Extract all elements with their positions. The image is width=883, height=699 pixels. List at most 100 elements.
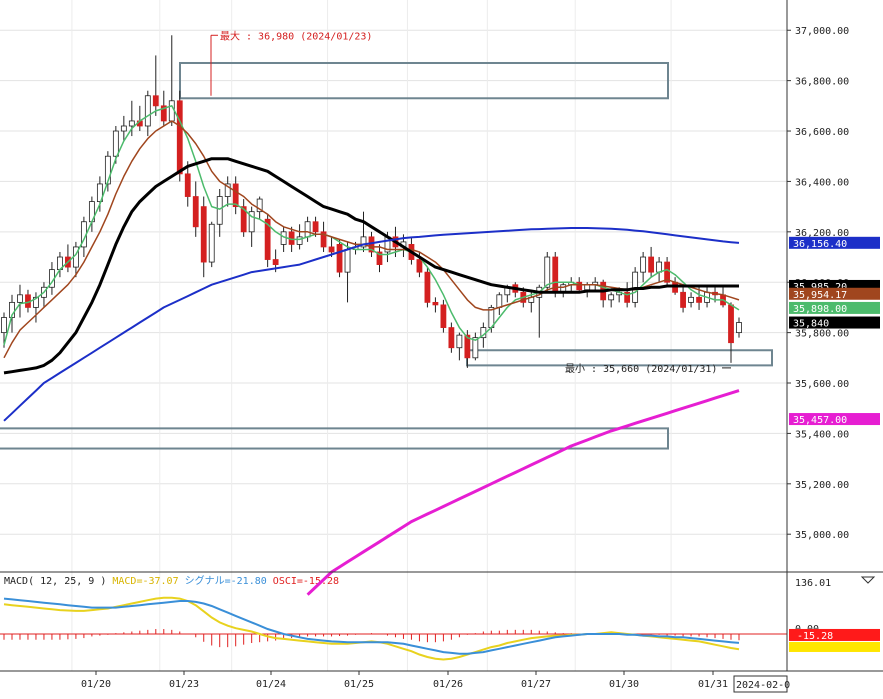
candle-body xyxy=(248,211,255,233)
candle-body xyxy=(648,256,655,273)
candle-body xyxy=(736,322,742,334)
price-badge-label: 35,457.00 xyxy=(793,415,847,426)
max-range-box xyxy=(179,61,669,100)
candle-body xyxy=(152,95,159,107)
candle-body xyxy=(1,317,7,334)
candle-body xyxy=(192,196,199,228)
candle-body xyxy=(456,334,463,349)
y-tick-label: 35,600.00 xyxy=(795,379,849,390)
candle-body xyxy=(168,100,175,122)
x-tick-label: 01/31 xyxy=(698,679,728,690)
macd-top-tick: 136.01 xyxy=(795,578,831,589)
macd-params: MACD( 12, 25, 9 ) xyxy=(4,576,112,587)
candle-body xyxy=(328,246,335,253)
y-tick-label: 37,000.00 xyxy=(795,26,849,37)
osci-badge-label: -15.28 xyxy=(797,631,833,642)
candle-body xyxy=(128,120,135,127)
candle-body xyxy=(304,221,311,238)
candle-body xyxy=(200,206,207,263)
ma_green-line xyxy=(3,105,740,346)
price-badge xyxy=(789,287,880,300)
candle-body xyxy=(624,291,631,303)
candle-body xyxy=(224,183,231,197)
candle-body xyxy=(184,173,191,197)
price-badge xyxy=(789,301,880,314)
candle-body xyxy=(176,100,183,175)
x-tick-label: 01/23 xyxy=(169,679,199,690)
candle-body xyxy=(432,301,439,306)
y-tick-label: 35,400.00 xyxy=(795,429,849,440)
candle-body xyxy=(272,259,279,265)
osci-value: OSCI=-15.28 xyxy=(273,576,339,587)
ma_brown-line xyxy=(3,120,740,359)
candle-body xyxy=(696,296,702,303)
ma_black-line xyxy=(3,157,739,375)
candle-body xyxy=(680,291,686,308)
x-tick-label: 01/27 xyxy=(521,679,551,690)
price-badge xyxy=(789,316,880,329)
candle-body xyxy=(464,334,471,359)
y-tick-label: 36,400.00 xyxy=(795,177,849,188)
candle-body xyxy=(336,244,343,273)
candle-body xyxy=(232,183,239,208)
candle-body xyxy=(584,284,591,291)
candle-body xyxy=(376,251,383,265)
annotations: 最大 : 36,980 (2024/01/23) 最小 : 35,660 (202… xyxy=(210,29,731,375)
x-tick-label: 01/26 xyxy=(433,679,463,690)
price-badge-label: 35,840 xyxy=(793,319,829,330)
price-badge-label: 35,898.00 xyxy=(793,304,847,315)
candle-body xyxy=(104,155,111,185)
x-tick-label: 2024-02-0 xyxy=(736,680,790,691)
price-badge xyxy=(789,413,880,426)
candle-body xyxy=(496,294,503,308)
max-annotation: 最大 : 36,980 (2024/01/23) xyxy=(220,29,372,42)
candle-body xyxy=(208,223,215,263)
candle-body xyxy=(264,218,271,260)
macd-panel: MACD( 12, 25, 9 ) MACD=-37.07 シグナル=-21.8… xyxy=(0,574,880,661)
grid-lines xyxy=(0,0,787,671)
candle-body xyxy=(424,271,431,303)
candle-body xyxy=(344,249,351,273)
candle-body xyxy=(416,259,423,273)
candle-body xyxy=(688,296,694,303)
candle-body xyxy=(544,256,551,288)
candle-body xyxy=(160,105,167,122)
ma_magenta-line xyxy=(306,389,740,596)
macd-label: MACD( 12, 25, 9 ) MACD=-37.07 シグナル=-21.8… xyxy=(4,574,339,587)
y-tick-label: 36,800.00 xyxy=(795,77,849,88)
lower-range-box xyxy=(0,427,669,450)
ma_blue-line xyxy=(3,227,740,422)
candle-body xyxy=(728,304,734,344)
x-current-box xyxy=(733,675,788,693)
candle-body xyxy=(576,281,583,291)
candle-body xyxy=(33,296,39,308)
candle-body xyxy=(360,236,367,248)
x-tick-label: 01/20 xyxy=(81,679,111,690)
macd-value: MACD=-37.07 xyxy=(112,576,184,587)
candle-body xyxy=(256,198,263,213)
x-tick-label: 01/24 xyxy=(256,679,286,690)
date-axis: 01/20 01/23 01/24 01/25 01/26 01/27 01/30 01/31… xyxy=(81,671,790,693)
candle-body xyxy=(112,130,119,157)
x-tick-label: 01/30 xyxy=(609,679,639,690)
y-tick-label: 36,200.00 xyxy=(795,228,849,239)
y-tick-label: 35,200.00 xyxy=(795,480,849,491)
x-tick-label: 01/25 xyxy=(344,679,374,690)
candle-body xyxy=(17,294,23,303)
highlight-boxes xyxy=(0,61,773,450)
y-tick-label: 36,600.00 xyxy=(795,127,849,138)
candle-body xyxy=(440,304,447,328)
candle-body xyxy=(216,196,223,225)
signal-line xyxy=(3,597,740,655)
candle-body xyxy=(320,231,327,248)
y-tick-label: 35,000.00 xyxy=(795,530,849,541)
candle-body xyxy=(608,294,615,301)
candle-body xyxy=(448,327,455,349)
candle-body xyxy=(296,236,303,245)
candle-body xyxy=(312,221,319,233)
osci-badge xyxy=(789,628,880,641)
price-badge xyxy=(789,236,880,249)
min-annotation: 最小 : 35,660 (2024/01/31) xyxy=(565,363,717,375)
